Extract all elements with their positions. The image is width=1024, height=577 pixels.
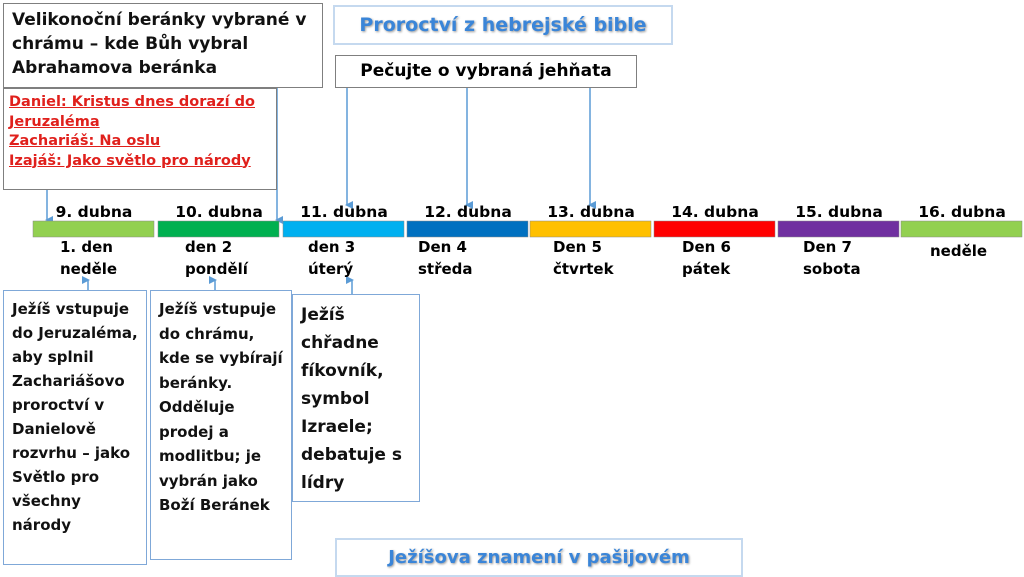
date: 14. dubna — [671, 203, 759, 221]
timeline — [32, 220, 1023, 238]
day-bar — [653, 220, 776, 238]
text-line: proroctví v — [12, 396, 105, 414]
day-label: 1. den neděle — [60, 236, 180, 280]
day-label: Den 5 čtvrtek — [553, 236, 673, 280]
day-label: Den 4 středa — [418, 236, 538, 280]
text-line: Boží Beránek — [159, 496, 270, 514]
text-line: národy — [12, 516, 72, 534]
text-line: lídry — [301, 473, 345, 493]
text-line: sobota — [803, 260, 861, 278]
date: 12. dubna — [424, 203, 512, 221]
text-line: 1. den — [60, 238, 113, 256]
note: Ježíš vstupuje do chrámu, kde se vybírají b… — [150, 290, 292, 560]
text-line: čtvrtek — [553, 260, 614, 278]
title: Proroctví z hebrejské bible — [333, 5, 673, 45]
text-line: neděle — [60, 260, 118, 278]
text-line: Den 6 — [682, 238, 731, 256]
day-bar — [157, 220, 280, 238]
text-line: symbol — [301, 389, 370, 409]
text-line: den 2 — [185, 238, 233, 256]
text-line: prodej a — [159, 422, 229, 441]
day-label: Den 7 sobota — [803, 236, 923, 280]
day-bar — [529, 220, 652, 238]
note: Ježíš chřadne fíkovník, symbol Izraele; debat… — [292, 294, 420, 502]
text-line: Ježíš vstupuje — [159, 300, 277, 318]
header-box: Velikonoční beránky vybrané v chrámu – kd… — [3, 3, 323, 88]
text-line: vybrán jako — [159, 471, 258, 490]
text-line: Den 5 — [553, 238, 602, 256]
text-line: neděle — [930, 242, 988, 260]
prophecy-box: Daniel: Kristus dnes dorazí do Jeruzaléma… — [3, 88, 277, 190]
text-line: Izraele; — [301, 417, 373, 437]
day-bar — [900, 220, 1023, 238]
day-bar — [32, 220, 155, 238]
day-bar — [406, 220, 529, 238]
text-line: pátek — [682, 260, 731, 278]
text-line: Odděluje — [159, 398, 235, 416]
text-line: úterý — [308, 260, 354, 278]
text-line: Abrahamova beránka — [12, 58, 218, 78]
text-line: do chrámu, — [159, 324, 255, 343]
text-line: fíkovník, — [301, 361, 384, 381]
text-line: Den 7 — [803, 238, 852, 256]
text-line: debatuje s — [301, 445, 402, 465]
date: 9. dubna — [55, 203, 133, 221]
arrows — [45, 88, 596, 294]
text-line: den 3 — [308, 238, 356, 256]
text-line: do Jeruzaléma, — [12, 324, 138, 342]
text-line: chřadne — [301, 333, 379, 353]
text-line: Ježíš vstupuje — [12, 300, 130, 318]
date: 11. dubna — [300, 203, 388, 221]
date: 15. dubna — [795, 203, 883, 221]
day-bar — [777, 220, 900, 238]
day-label: den 3 úterý — [308, 236, 428, 280]
text-line: Danielově — [12, 420, 96, 438]
day-label: den 2 pondělí — [185, 236, 305, 280]
care-box: Pečujte o vybraná jehňata — [335, 55, 637, 88]
text-line: Zachariášovo — [12, 372, 125, 390]
text-line: rozvrhu – jako — [12, 444, 131, 462]
text-line: Daniel: Kristus dnes dorazí do — [9, 94, 255, 110]
text-line: všechny — [12, 492, 81, 510]
text-line: středa — [418, 260, 473, 278]
text-line: Světlo pro — [12, 468, 100, 486]
text-line: aby splnil — [12, 348, 94, 366]
text-line: pondělí — [185, 260, 248, 278]
text-line: Izajáš: Jako světlo pro národy — [9, 152, 251, 169]
text-line: Velikonoční beránky vybrané v — [12, 10, 307, 30]
text-line: beránky. — [159, 373, 233, 392]
text-line: modlitbu; je — [159, 447, 262, 465]
note: Ježíš vstupuje do Jeruzaléma, aby splnil Za… — [3, 290, 147, 565]
footer-title: Ježíšova znamení v pašijovém — [335, 538, 743, 577]
day-bar — [282, 220, 405, 238]
text-line: kde se vybírají — [159, 349, 283, 367]
date: 16. dubna — [918, 203, 1006, 221]
text-line: Zachariáš: Na oslu — [9, 133, 161, 149]
date: 10. dubna — [175, 203, 263, 221]
text-line: Den 4 — [418, 238, 467, 256]
day-label: Den 6 pátek — [682, 236, 802, 280]
text-line: Jeruzaléma — [9, 113, 100, 130]
date: 13. dubna — [547, 203, 635, 221]
text-line: chrámu – kde Bůh vybral — [12, 34, 249, 54]
day-label: neděle — [930, 240, 1024, 262]
text-line: Ježíš — [301, 305, 345, 325]
